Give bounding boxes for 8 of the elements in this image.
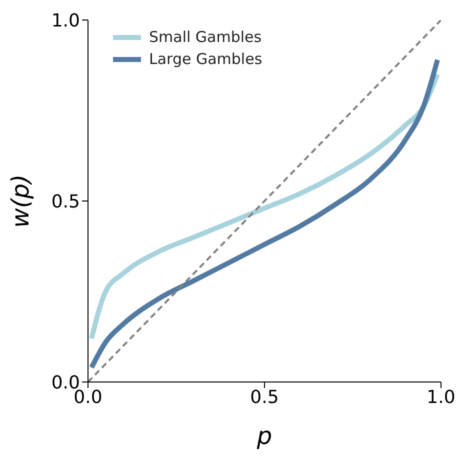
y-tick-label: 0.5 <box>51 191 80 212</box>
legend-label: Large Gambles <box>149 50 262 68</box>
legend-label: Small Gambles <box>149 28 262 46</box>
x-tick-label: 0.5 <box>250 386 279 408</box>
y-axis-title: w(p) <box>6 174 35 228</box>
x-axis-title: p <box>256 422 272 450</box>
x-tick-label: 1.0 <box>426 386 456 408</box>
y-tick-label: 1.0 <box>51 10 80 32</box>
